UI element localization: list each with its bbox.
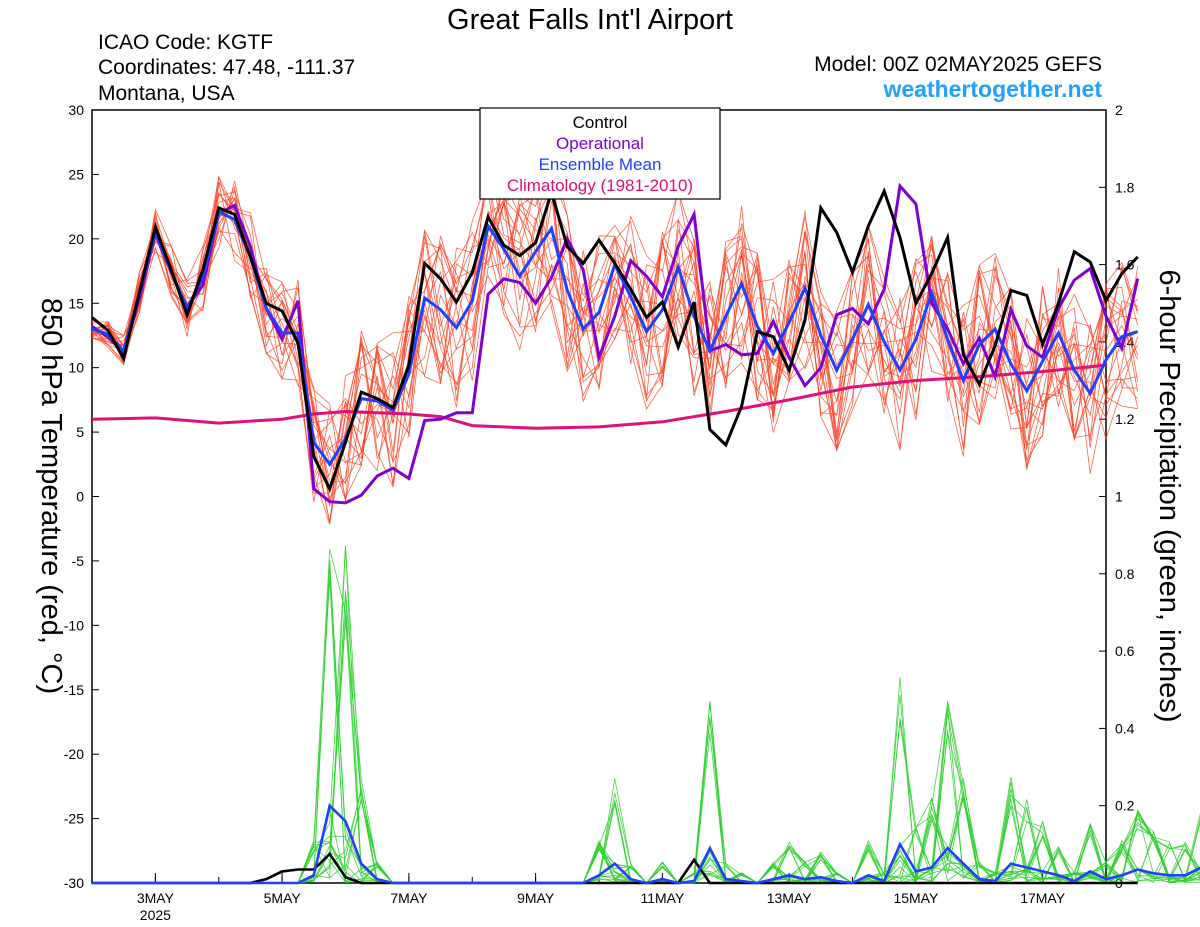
control-precip-line [92, 851, 1138, 885]
ensemble-member-temp-line [91, 208, 1139, 481]
y2-tick-label: 0.6 [1115, 643, 1135, 659]
x-tick-label: 7MAY [390, 890, 428, 906]
left-axis-ticks: 30 25 20 15 10 5 0 -5 -10 -15 -20 -25 -30 [64, 102, 99, 891]
y2-tick-label: 1 [1115, 489, 1123, 505]
main-series [91, 182, 1200, 885]
y2-tick-label: 0.8 [1115, 566, 1135, 582]
x-tick-label: 11MAY [640, 890, 684, 906]
y-axis-label: 850 hPa Temperature (red, °C) [35, 298, 67, 694]
x-tick-label: 5MAY [264, 890, 302, 906]
legend-operational: Operational [556, 134, 644, 153]
y-tick-label: 20 [68, 231, 84, 247]
y-tick-label: 25 [68, 166, 84, 182]
x-tick-label: 17MAY [1020, 890, 1066, 906]
site-name: weathertogether.net [882, 76, 1102, 102]
legend-control: Control [573, 113, 628, 132]
ensemble-member-temp-line [91, 179, 1139, 500]
y2-tick-label: 0.2 [1115, 798, 1135, 814]
ensemble-member-temp-line [91, 150, 1139, 494]
coordinates: Coordinates: 47.48, -111.37 [98, 56, 355, 79]
legend: Control Operational Ensemble Mean Climat… [479, 107, 721, 200]
y2-tick-label: 2 [1115, 102, 1123, 118]
x-tick-sublabel: 2025 [140, 907, 171, 923]
y-tick-label: -20 [64, 746, 84, 762]
y2-tick-label: 1.8 [1115, 179, 1135, 195]
y2-tick-label: 1.6 [1115, 257, 1135, 273]
ensemble-member-temp-line [91, 208, 1139, 500]
y2-tick-label: 1.2 [1115, 411, 1135, 427]
y-tick-label: 0 [76, 489, 84, 505]
ensemble-member-temp-line [91, 189, 1138, 491]
ensemble-member-temp-line [91, 176, 1139, 522]
y-tick-label: 15 [68, 295, 84, 311]
y2-tick-label: 0.4 [1115, 720, 1135, 736]
legend-ensemble-mean: Ensemble Mean [539, 155, 662, 174]
chart-title: Great Falls Int'l Airport [447, 4, 733, 36]
x-tick-label: 9MAY [517, 890, 555, 906]
control-temp-line [91, 187, 1139, 493]
y-tick-label: 5 [76, 424, 84, 440]
y-tick-label: -10 [64, 617, 84, 633]
mean-precip-line [92, 803, 1200, 885]
icao-code: ICAO Code: KGTF [98, 31, 273, 54]
x-tick-label: 15MAY [893, 890, 939, 906]
y-tick-label: 30 [68, 102, 84, 118]
ensemble-member-temp-line [91, 174, 1138, 524]
right-axis-ticks: 21.81.61.41.210.80.60.40.20 [1099, 102, 1135, 891]
climatology-line [91, 363, 1107, 430]
y-tick-label: 10 [68, 360, 84, 376]
y-tick-label: -15 [64, 682, 84, 698]
y-tick-label: -30 [64, 875, 84, 891]
ensemble-member-temp-line [91, 175, 1139, 485]
x-tick-label: 13MAY [767, 890, 813, 906]
model-run: Model: 00Z 02MAY2025 GEFS [814, 53, 1102, 76]
ensemble-member-temp-line [91, 197, 1139, 465]
y-tick-label: -25 [64, 811, 84, 827]
x-tick-label: 3MAY [137, 890, 175, 906]
legend-box [479, 107, 721, 200]
legend-climatology: Climatology (1981-2010) [507, 176, 693, 195]
y-tick-label: -5 [72, 553, 85, 569]
y2-axis-label: 6-hour Precipitation (green, inches) [1153, 270, 1185, 723]
region: Montana, USA [98, 82, 235, 105]
